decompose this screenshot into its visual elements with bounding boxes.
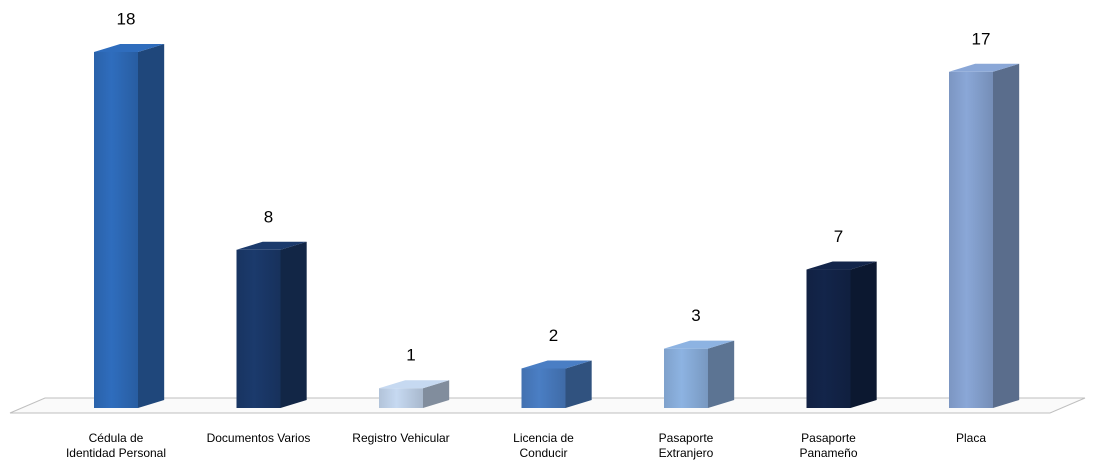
bar-top xyxy=(94,44,165,52)
bar-top xyxy=(949,63,1020,72)
x-tick-label: Pasaporte Extranjero xyxy=(658,431,714,460)
x-tick-label: Pasaporte Panameño xyxy=(799,431,858,460)
bar xyxy=(379,380,450,408)
bar-side xyxy=(138,44,165,408)
bar-side xyxy=(423,380,450,408)
bar-top xyxy=(379,380,450,389)
bar xyxy=(94,44,165,408)
value-label: 1 xyxy=(406,346,415,365)
value-label: 2 xyxy=(549,326,558,345)
value-label: 18 xyxy=(117,9,136,28)
x-tick-label: Documentos Varios xyxy=(206,431,311,445)
bar xyxy=(236,241,307,408)
x-tick-label: Registro Vehicular xyxy=(352,431,450,445)
value-label: 3 xyxy=(691,306,700,325)
x-tick-label: Licencia de Conducir xyxy=(513,431,574,460)
bar-front xyxy=(379,388,423,408)
bar xyxy=(949,63,1020,409)
value-label: 8 xyxy=(264,207,273,226)
bar xyxy=(664,340,735,408)
bar-front xyxy=(949,71,993,409)
bar-side xyxy=(850,261,877,408)
bar xyxy=(521,360,592,408)
bar-top xyxy=(236,241,307,250)
bar xyxy=(806,261,877,408)
bar-front xyxy=(806,269,851,408)
bar-top xyxy=(806,261,877,270)
bar-top xyxy=(664,340,735,349)
bar-front xyxy=(521,368,566,408)
value-label: 7 xyxy=(834,227,843,246)
value-label: 17 xyxy=(972,29,991,48)
bar-front xyxy=(94,52,138,408)
bar-side xyxy=(708,340,735,408)
bar-front xyxy=(664,348,708,408)
bar-front xyxy=(236,249,281,408)
bar-top xyxy=(521,360,592,369)
bar-side xyxy=(565,360,592,408)
x-tick-label: Cédula de Identidad Personal xyxy=(65,431,167,460)
x-tick-label: Placa xyxy=(955,431,987,445)
bar-side xyxy=(993,63,1020,409)
bar-side xyxy=(280,241,307,408)
